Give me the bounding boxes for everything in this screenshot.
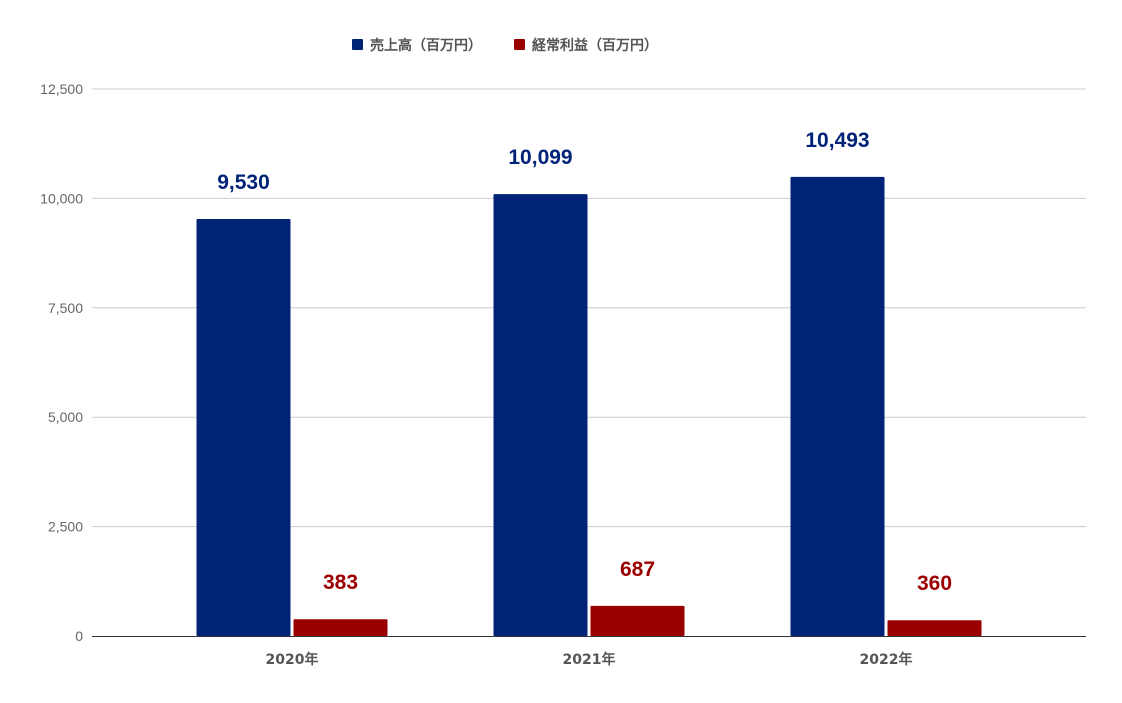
- data-label-sales-2: 10,493: [805, 129, 869, 152]
- data-label-ordinary-profit-0: 383: [323, 571, 358, 594]
- y-tick-label: 2,500: [48, 519, 83, 535]
- bar-ordinary-profit-2: [887, 620, 982, 636]
- data-label-ordinary-profit-2: 360: [917, 572, 952, 595]
- bar-sales-1: [493, 194, 588, 637]
- y-tick-label: 12,500: [40, 81, 83, 97]
- legend-label-ordinary-profit: 経常利益（百万円）: [532, 37, 658, 54]
- bar-ordinary-profit-1: [590, 605, 685, 636]
- x-category-label-0: 2020年: [266, 651, 319, 668]
- x-axis-labels: 2020年 2021年 2022年: [266, 651, 913, 668]
- legend: 売上高（百万円） 経常利益（百万円）: [352, 37, 658, 54]
- data-labels: 9,530 383 10,099 687 10,493 360: [217, 129, 952, 595]
- bar-ordinary-profit-0: [293, 619, 388, 636]
- legend-label-sales: 売上高（百万円）: [370, 37, 482, 54]
- y-axis-ticks: 0 2,500 5,000 7,500 10,000 12,500: [40, 81, 83, 644]
- y-tick-label: 5,000: [48, 409, 83, 425]
- legend-swatch-ordinary-profit: [514, 39, 525, 50]
- x-category-label-2: 2022年: [860, 651, 913, 668]
- legend-swatch-sales: [352, 39, 363, 50]
- data-label-ordinary-profit-1: 687: [620, 558, 655, 581]
- bars: [196, 176, 982, 637]
- x-category-label-1: 2021年: [563, 651, 616, 668]
- data-label-sales-1: 10,099: [508, 146, 572, 169]
- bar-sales-2: [790, 176, 885, 636]
- data-label-sales-0: 9,530: [217, 171, 270, 194]
- y-tick-label: 7,500: [48, 300, 83, 316]
- bar-sales-0: [196, 218, 291, 636]
- y-tick-label: 0: [75, 628, 83, 644]
- y-tick-label: 10,000: [40, 190, 83, 206]
